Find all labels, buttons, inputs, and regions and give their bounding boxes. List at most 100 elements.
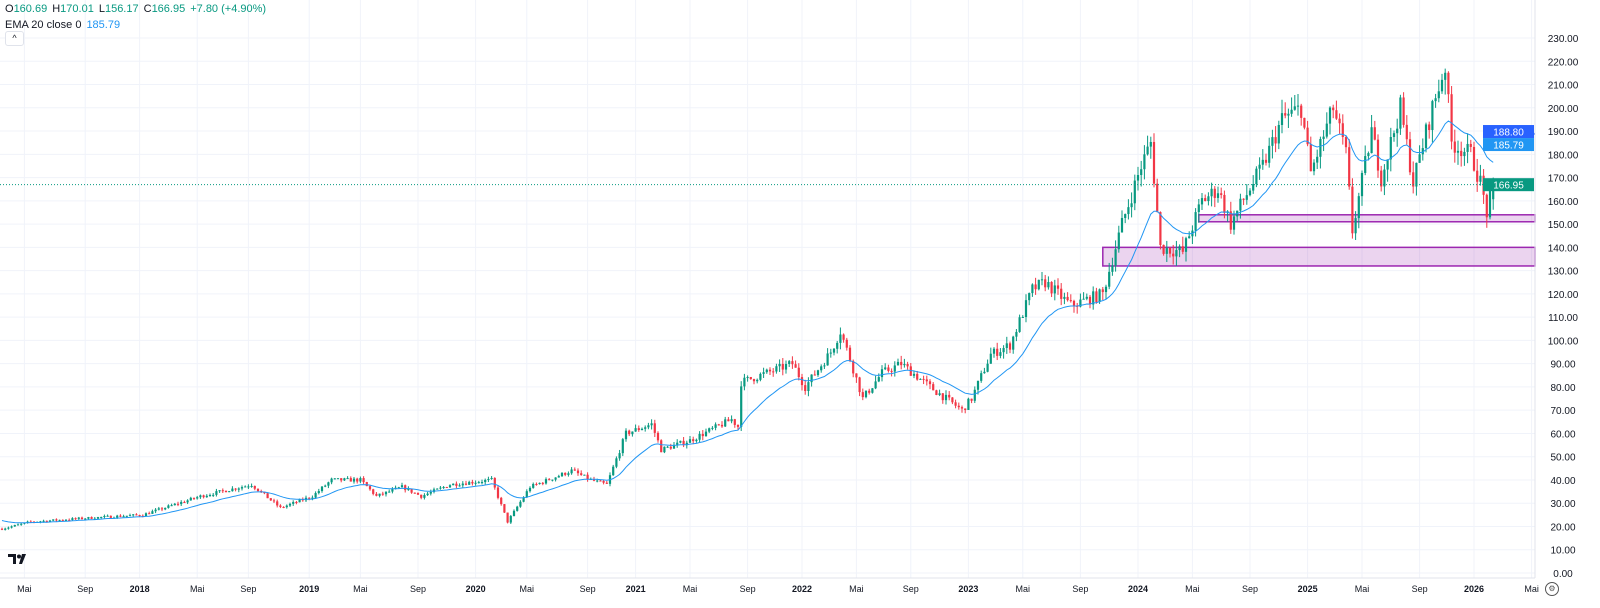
candle-body — [125, 515, 128, 517]
candles — [0, 68, 1495, 531]
open-label: O — [5, 3, 14, 15]
candle-body — [605, 482, 608, 484]
candle-body — [346, 478, 349, 480]
candle-body — [324, 485, 327, 487]
candle-body — [1354, 218, 1357, 234]
candle-body — [868, 390, 871, 393]
candle-body — [1216, 193, 1220, 198]
candle-body — [765, 369, 768, 373]
candle-body — [471, 481, 474, 484]
price-tick-label: 190.00 — [1548, 127, 1579, 138]
candle-body — [1450, 94, 1453, 142]
price-tick-label: 230.00 — [1548, 34, 1579, 45]
candle-body — [164, 507, 167, 510]
candle-body — [880, 369, 884, 378]
time-tick-label: 2024 — [1128, 584, 1148, 594]
gear-icon[interactable]: ⚙ — [1545, 582, 1559, 596]
candle-body — [960, 407, 964, 409]
candle-body — [1053, 285, 1056, 294]
price-tick-label: 90.00 — [1550, 360, 1575, 371]
candle-body — [173, 503, 176, 506]
candle-body — [349, 478, 352, 482]
candle-body — [935, 390, 938, 395]
chevron-up-icon[interactable]: ^ — [5, 31, 24, 46]
candle-body — [973, 389, 976, 401]
time-tick-label: Sep — [1242, 584, 1258, 594]
candle-body — [1152, 141, 1156, 184]
tradingview-logo[interactable] — [8, 552, 28, 568]
candle-body — [1063, 296, 1066, 299]
candle-body — [314, 493, 317, 498]
price-tick-label: 220.00 — [1548, 57, 1579, 68]
time-tick-label: Sep — [740, 584, 756, 594]
candle-body — [1146, 146, 1149, 155]
candle-body — [416, 492, 420, 495]
candle-body — [215, 491, 218, 495]
candle-body — [826, 353, 829, 366]
candle-body — [816, 370, 820, 376]
candle-body — [612, 466, 615, 476]
candle-body — [263, 491, 266, 494]
candle-body — [148, 513, 151, 515]
candle-body — [330, 478, 333, 483]
candle-body — [1287, 113, 1290, 116]
ema-indicator-name[interactable]: EMA 20 close 0 — [5, 19, 82, 31]
candle-body — [1392, 133, 1396, 137]
candle-body — [0, 528, 4, 530]
candle-body — [1088, 296, 1092, 305]
candle-body — [1479, 175, 1482, 182]
candle-body — [1261, 159, 1264, 165]
candle-body — [58, 519, 61, 521]
candle-body — [1431, 101, 1434, 131]
candle-body — [4, 528, 7, 530]
price-tick-label: 200.00 — [1548, 104, 1579, 115]
time-tick-label: Mai — [17, 584, 32, 594]
candle-body — [1124, 214, 1127, 218]
candle-body — [951, 397, 954, 403]
candle-body — [644, 427, 647, 429]
candle-body — [1303, 117, 1306, 128]
candle-body — [234, 488, 237, 490]
candle-body — [1252, 184, 1255, 191]
hline-price-label-bg — [1483, 125, 1534, 139]
candle-body — [192, 497, 196, 499]
candle-body — [1044, 279, 1047, 288]
candle-body — [698, 433, 701, 440]
candle-body — [1408, 139, 1412, 173]
candle-body — [135, 514, 138, 516]
candle-body — [1149, 141, 1152, 147]
candle-body — [1060, 288, 1063, 299]
candle-body — [1328, 107, 1332, 124]
candle-body — [365, 482, 368, 487]
candle-body — [692, 439, 695, 442]
candle-body — [448, 485, 452, 488]
open-value: 160.69 — [13, 3, 48, 15]
candle-body — [759, 373, 762, 380]
candle-body — [1364, 156, 1367, 173]
low-label: L — [98, 3, 105, 15]
candle-body — [1213, 188, 1216, 198]
last-price-label-bg — [1483, 178, 1534, 192]
candle-body — [1114, 249, 1117, 266]
candle-body — [829, 352, 832, 354]
candle-body — [1380, 170, 1383, 187]
candle-body — [196, 497, 199, 499]
time-tick-label: Mai — [683, 584, 698, 594]
candle-body — [653, 423, 656, 433]
candle-body — [871, 388, 874, 393]
candle-body — [202, 495, 205, 498]
candle-body — [381, 493, 384, 495]
candle-body — [1357, 196, 1360, 219]
candle-body — [256, 488, 260, 492]
candle-body — [637, 428, 640, 431]
candle-body — [119, 515, 122, 517]
candle-body — [48, 520, 52, 522]
candle-body — [599, 480, 602, 482]
candle-body — [1229, 211, 1232, 230]
candle-body — [80, 517, 84, 520]
candle-body — [912, 373, 916, 376]
price-tick-label: 80.00 — [1550, 383, 1575, 394]
candle-body — [1111, 265, 1114, 272]
candle-body — [628, 430, 631, 435]
